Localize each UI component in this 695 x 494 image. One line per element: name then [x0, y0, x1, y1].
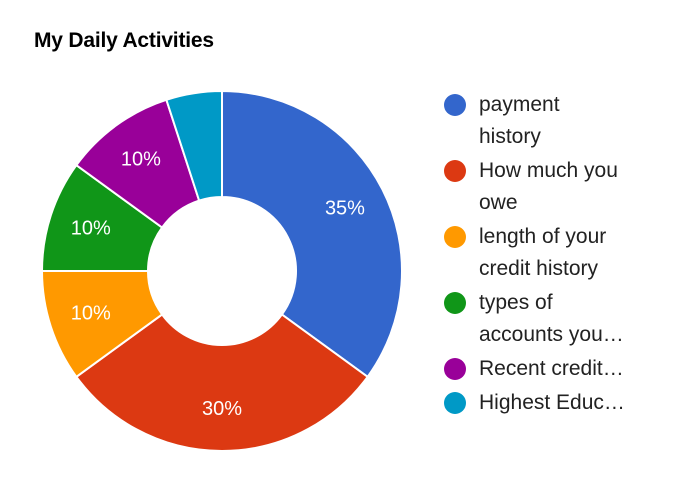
legend-swatch [444, 94, 466, 116]
legend-swatch [444, 392, 466, 414]
legend-item-1[interactable]: How much you owe [444, 155, 684, 219]
slice-5[interactable] [165, 89, 223, 202]
legend-line: Highest Educ… [479, 391, 625, 414]
legend-label: Highest Educ… [479, 387, 684, 419]
legend-item-5[interactable]: Highest Educ… [444, 387, 684, 419]
legend-swatch [444, 160, 466, 182]
slice-label-2: 10% [71, 303, 111, 325]
slice-label-3: 10% [71, 217, 111, 239]
chart-title: My Daily Activities [34, 29, 214, 52]
legend-line: Recent credit… [479, 357, 624, 380]
slice-0[interactable] [221, 89, 403, 379]
slice-1[interactable] [74, 313, 370, 452]
legend-line: history [479, 125, 541, 148]
slice-label-0: 35% [325, 197, 365, 219]
legend-line: credit history [479, 257, 599, 280]
legend-swatch [444, 358, 466, 380]
slice-label-4: 10% [121, 148, 161, 170]
legend-swatch [444, 226, 466, 248]
legend-line: owe [479, 191, 518, 214]
legend-line: How much you [479, 159, 618, 182]
legend-label: types of accounts you… [479, 287, 684, 351]
slice-label-1: 30% [202, 398, 242, 420]
legend-swatch [444, 292, 466, 314]
legend-line: payment [479, 93, 560, 116]
legend-item-4[interactable]: Recent credit… [444, 353, 684, 385]
legend-line: length of your [479, 225, 607, 248]
legend-line: accounts you… [479, 323, 624, 346]
legend-label: length of your credit history [479, 221, 684, 285]
legend-label: Recent credit… [479, 353, 684, 385]
donut-chart: 35% 30% 10% 10% 10% [40, 89, 403, 452]
legend-label: payment history [479, 89, 684, 153]
legend-item-3[interactable]: types of accounts you… [444, 287, 684, 351]
legend-line: types of [479, 291, 553, 314]
legend: payment history How much you owe length of y… [444, 89, 684, 421]
legend-item-2[interactable]: length of your credit history [444, 221, 684, 285]
legend-item-0[interactable]: payment history [444, 89, 684, 153]
legend-label: How much you owe [479, 155, 684, 219]
